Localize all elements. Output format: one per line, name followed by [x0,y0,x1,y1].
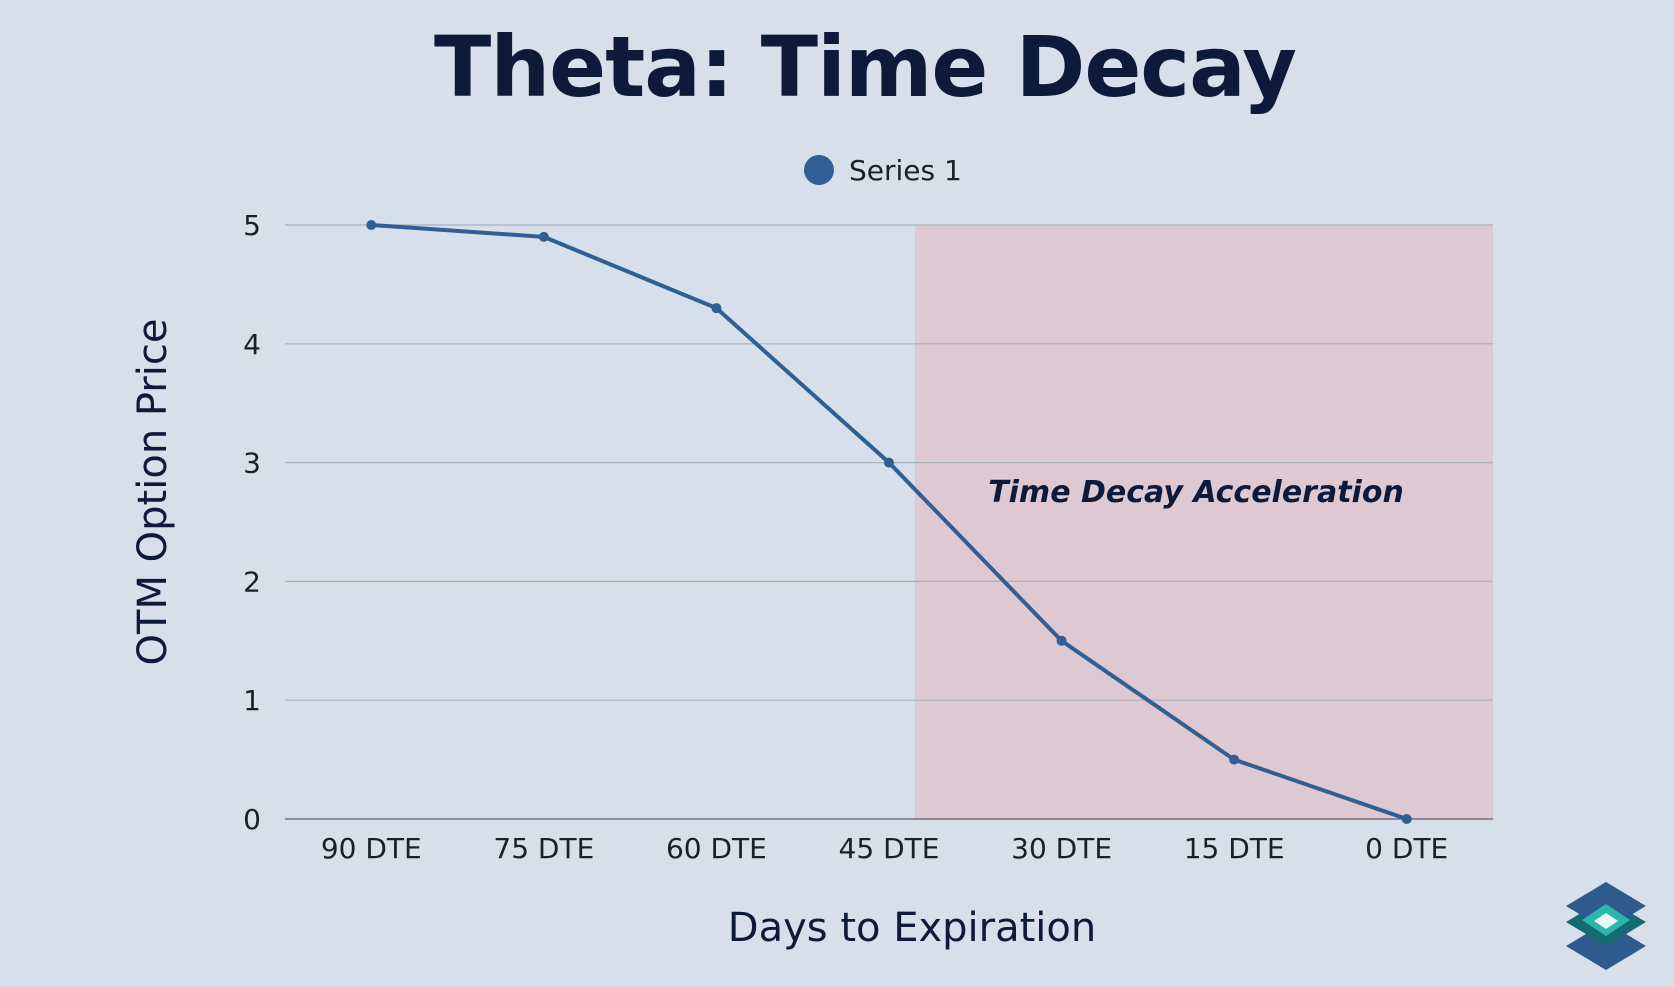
highlight-annotation: Time Decay Acceleration [988,475,1404,510]
y-tick-label: 0 [243,803,261,836]
legend-marker-series-1 [804,155,834,185]
data-point [1056,635,1067,646]
y-tick-labels: 0 1 2 3 4 5 [243,209,261,836]
legend-label-series-1: Series 1 [849,154,962,187]
x-tick-label: 90 DTE [321,832,422,865]
y-tick-label: 5 [243,209,261,242]
x-tick-label: 15 DTE [1184,832,1285,865]
data-point [1229,754,1240,765]
highlight-region-layer [914,225,1493,819]
y-tick-label: 2 [243,565,261,598]
series-layer [366,220,1412,824]
data-point [366,220,377,230]
highlight-region [914,225,1493,819]
data-point [711,303,722,314]
brand-logo [1566,882,1646,970]
x-tick-label: 30 DTE [1011,832,1112,865]
x-axis-title: Days to Expiration [728,905,1096,951]
data-point [1401,814,1412,824]
x-tick-label: 45 DTE [839,832,940,865]
y-tick-label: 3 [243,447,261,480]
x-tick-label: 60 DTE [666,832,767,865]
y-axis-title: OTM Option Price [130,319,176,666]
y-tick-label: 4 [243,328,261,361]
x-tick-labels: 90 DTE 75 DTE 60 DTE 45 DTE 30 DTE 15 DTE 0 DT… [321,832,1448,865]
data-point [538,231,549,242]
x-tick-label: 75 DTE [493,832,594,865]
legend[interactable]: Series 1 [804,154,962,187]
data-point [884,457,894,468]
chart-title: Theta: Time Decay [434,18,1297,116]
y-tick-label: 1 [243,684,261,717]
x-tick-label: 0 DTE [1365,832,1448,865]
